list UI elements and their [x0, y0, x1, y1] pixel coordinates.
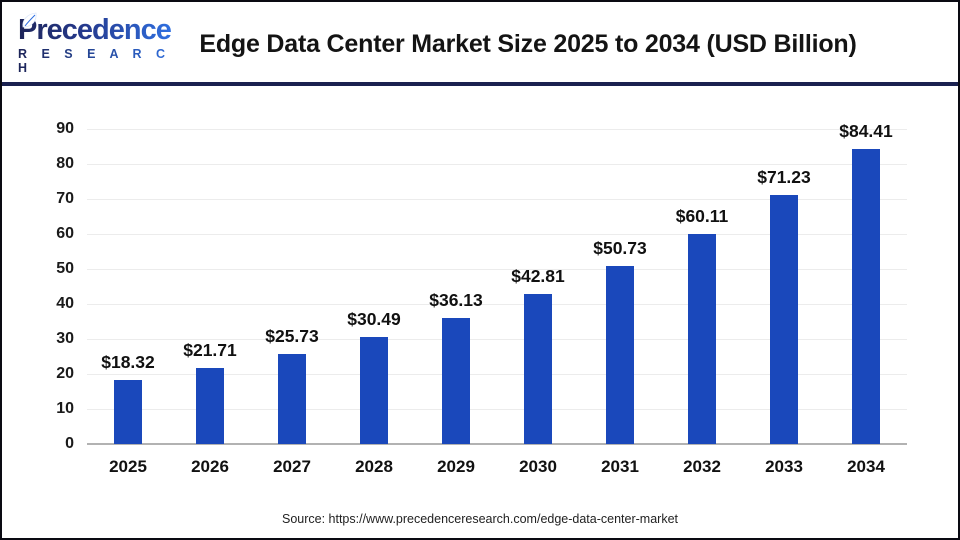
logo-wordmark: Precedence: [18, 14, 172, 46]
gridline: [87, 199, 907, 200]
y-axis-tick-label: 60: [56, 225, 74, 242]
bar-chart: 0 10 20 30 40 50 60 70 80 90 $18.32 2025 $21.71 2026…: [2, 90, 958, 538]
bar-value-label: $21.71: [183, 340, 237, 360]
bar-value-label: $42.81: [511, 266, 565, 287]
bar-2026: [196, 368, 224, 444]
x-axis-tick-label: 2027: [273, 457, 311, 476]
y-axis-tick-label: 40: [56, 295, 74, 312]
bar-value-label: $18.32: [101, 351, 155, 372]
gridline: [87, 164, 907, 165]
logo-research-label: R E S E A R C H: [18, 47, 178, 75]
gridline: [87, 374, 907, 375]
y-axis-tick-label: 20: [56, 365, 74, 382]
x-axis-tick-label: 2025: [109, 457, 147, 476]
bar-2030: [524, 294, 552, 444]
bar-value-label: $50.73: [593, 238, 647, 259]
bar-2034: [852, 148, 880, 444]
y-axis-tick-label: 80: [56, 155, 74, 172]
gridline: [87, 339, 907, 340]
x-axis-tick-label: 2026: [191, 457, 229, 476]
y-axis-tick-label: 10: [56, 400, 74, 417]
x-axis-tick-label: 2032: [683, 457, 721, 476]
header: Precedence R E S E A R C H Edge Data Cen…: [2, 2, 958, 86]
bar-2029: [442, 317, 470, 444]
bar-2031: [606, 266, 634, 444]
plot-area: $18.32 2025 $21.71 2026 $25.73 2027 $30.49 2028…: [87, 121, 907, 476]
y-axis-tick-label: 30: [56, 330, 74, 347]
bar-value-label: $36.13: [429, 289, 483, 310]
y-axis: 0 10 20 30 40 50 60 70 80 90: [2, 120, 74, 452]
y-axis-tick-label: 90: [56, 120, 74, 137]
chart-title: Edge Data Center Market Size 2025 to 203…: [199, 29, 857, 58]
bar-value-label: $30.49: [347, 309, 401, 330]
bar-value-label: $60.11: [675, 205, 729, 226]
gridline: [87, 269, 907, 270]
x-axis-line: [87, 443, 907, 445]
bar-2025: [114, 379, 142, 444]
x-axis-tick-label: 2031: [601, 457, 639, 476]
source-citation: Source: https://www.precedenceresearch.c…: [281, 512, 679, 526]
bar-value-label: $71.23: [757, 166, 811, 187]
y-axis-tick-label: 0: [65, 435, 74, 452]
x-axis-tick-label: 2028: [355, 457, 393, 476]
gridline: [87, 304, 907, 305]
bar-2033: [770, 194, 798, 444]
bar-2032: [688, 233, 716, 444]
bar-value-label: $84.41: [839, 120, 893, 141]
x-axis-tick-label: 2029: [437, 457, 475, 476]
bar-2027: [278, 353, 306, 444]
x-axis-tick-label: 2034: [847, 457, 885, 476]
x-axis-tick-label: 2030: [519, 457, 557, 476]
bar-2028: [360, 337, 388, 444]
x-axis-tick-label: 2033: [765, 457, 803, 476]
y-axis-tick-label: 50: [56, 260, 74, 277]
y-axis-tick-label: 70: [56, 190, 74, 207]
gridline: [87, 129, 907, 130]
gridline: [87, 409, 907, 410]
bar-value-label: $25.73: [265, 325, 319, 346]
gridline: [87, 234, 907, 235]
